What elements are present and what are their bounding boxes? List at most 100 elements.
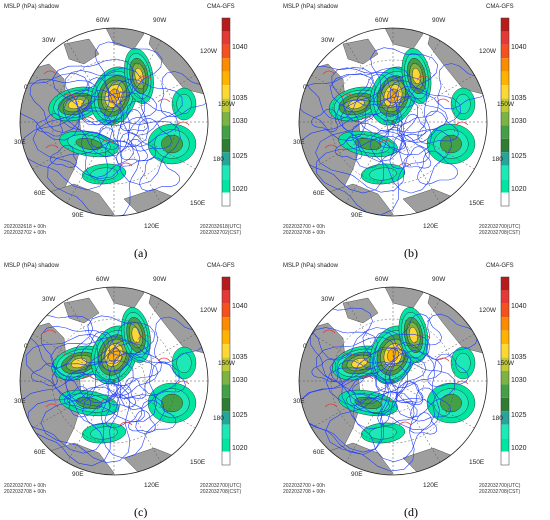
figure-label-d: (d) — [404, 505, 418, 519]
land-mass — [63, 38, 100, 65]
longitude-label: 60W — [375, 17, 389, 24]
longitude-label: 150W — [218, 101, 235, 108]
colorbar-tick-label: 1040 — [232, 44, 248, 51]
model-name: CMA-GFS — [207, 263, 235, 269]
longitude-label: 60E — [34, 449, 46, 456]
longitude-label: 0 — [24, 84, 28, 91]
longitude-label: 150E — [469, 459, 485, 466]
valid-time: 2022032708 + 00h — [283, 489, 325, 495]
init-time: 2022032700 + 00h — [4, 483, 46, 489]
longitude-label: 90E — [72, 471, 84, 478]
colorbar — [221, 17, 231, 207]
longitude-label: 150W — [497, 101, 514, 108]
figure-label-b: (b) — [404, 246, 418, 260]
colorbar-tick-label: 1025 — [511, 153, 527, 160]
longitude-label: 180 — [492, 415, 503, 422]
model-name: CMA-GFS — [207, 4, 235, 10]
longitude-label: 150E — [469, 200, 485, 207]
longitude-label: 120E — [144, 223, 160, 230]
colorbar-tick-label: 1020 — [232, 186, 248, 193]
utc-time: 2022032700(UTC) — [479, 483, 521, 489]
panel-title: MSLP (hPa) shadow — [283, 263, 338, 269]
colorbar-tick-label: 1030 — [232, 377, 248, 384]
longitude-label: 60E — [313, 449, 325, 456]
longitude-label: 150W — [218, 360, 235, 367]
longitude-label: 120W — [200, 48, 217, 55]
colorbar-tick-label: 1035 — [511, 354, 527, 361]
valid-time: 2022032708 + 00h — [283, 230, 325, 236]
colorbar-tick-label: 1025 — [232, 412, 248, 419]
polar-map — [298, 276, 510, 476]
longitude-label: 150W — [497, 360, 514, 367]
longitude-label: 180 — [213, 415, 224, 422]
longitude-label: 30E — [14, 398, 26, 405]
colorbar-tick-label: 1040 — [511, 303, 527, 310]
colorbar-tick-label: 1025 — [232, 153, 248, 160]
figure-label-c: (c) — [134, 505, 148, 519]
colorbar-tick-label: 1030 — [511, 118, 527, 125]
colorbar-tick-label: 1030 — [232, 118, 248, 125]
polar-map — [298, 17, 510, 217]
longitude-label: 90W — [432, 276, 446, 283]
colorbar-tick-label: 1035 — [232, 354, 248, 361]
longitude-label: 180 — [213, 156, 224, 163]
cst-time: 2022032702(CST) — [200, 230, 242, 236]
longitude-label: 30E — [14, 139, 26, 146]
cst-time: 2022032708(CST) — [200, 489, 242, 495]
longitude-label: 90W — [153, 276, 167, 283]
colorbar — [500, 276, 510, 466]
longitude-label: 60W — [96, 17, 110, 24]
map-panel-b: MSLP (hPa) shadow CMA-GFS 1040 1035 1030 1025… — [283, 4, 527, 236]
land-mass — [63, 297, 100, 324]
panel-title: MSLP (hPa) shadow — [4, 263, 59, 269]
longitude-label: 60W — [96, 276, 110, 283]
colorbar-tick-label: 1040 — [511, 44, 527, 51]
colorbar — [221, 276, 231, 466]
model-name: CMA-GFS — [486, 4, 514, 10]
longitude-label: 120W — [479, 48, 496, 55]
longitude-label: 30W — [321, 37, 335, 44]
cst-time: 2022032708(CST) — [479, 230, 521, 236]
longitude-label: 30W — [42, 37, 56, 44]
utc-time: 2022032618(UTC) — [200, 224, 242, 230]
longitude-label: 30E — [293, 398, 305, 405]
longitude-label: 120W — [479, 307, 496, 314]
colorbar-tick-label: 1020 — [232, 445, 248, 452]
longitude-label: 120W — [200, 307, 217, 314]
longitude-label: 150E — [190, 459, 206, 466]
valid-time: 2022032702 + 00h — [4, 230, 46, 236]
colorbar-tick-label: 1035 — [511, 95, 527, 102]
cst-time: 2022032708(CST) — [479, 489, 521, 495]
model-name: CMA-GFS — [486, 263, 514, 269]
colorbar-tick-label: 1025 — [511, 412, 527, 419]
init-time: 2022032700 + 00h — [283, 224, 325, 230]
colorbar-tick-label: 1020 — [511, 186, 527, 193]
utc-time: 2022032700(UTC) — [200, 483, 242, 489]
longitude-label: 180 — [492, 156, 503, 163]
longitude-label: 0 — [303, 84, 307, 91]
init-time: 2022032700 + 00h — [283, 483, 325, 489]
longitude-label: 30E — [293, 139, 305, 146]
colorbar-tick-label: 1030 — [511, 377, 527, 384]
longitude-label: 120E — [423, 223, 439, 230]
map-panel-c: MSLP (hPa) shadow CMA-GFS 1040 1035 1030 1025… — [4, 263, 248, 495]
map-panel-d: MSLP (hPa) shadow CMA-GFS 1040 1035 1030 1025… — [283, 263, 527, 495]
valid-time: 2022032708 + 00h — [4, 489, 46, 495]
polar-map — [19, 17, 231, 217]
longitude-label: 60W — [375, 276, 389, 283]
colorbar — [500, 17, 510, 207]
map-panel-a: MSLP (hPa) shadow CMA-GFS 1040 1035 1030 1025… — [4, 4, 248, 236]
longitude-label: 0 — [303, 343, 307, 350]
longitude-label: 120E — [144, 482, 160, 489]
longitude-label: 90W — [153, 17, 167, 24]
colorbar-tick-label: 1040 — [232, 303, 248, 310]
longitude-label: 0 — [24, 343, 28, 350]
longitude-label: 150E — [190, 200, 206, 207]
figure-label-a: (a) — [134, 246, 148, 260]
init-time: 2022032618 + 00h — [4, 224, 46, 230]
panel-title: MSLP (hPa) shadow — [283, 4, 338, 10]
longitude-label: 30W — [42, 296, 56, 303]
longitude-label: 120E — [423, 482, 439, 489]
utc-time: 2022032700(UTC) — [479, 224, 521, 230]
land-mass — [342, 297, 379, 324]
